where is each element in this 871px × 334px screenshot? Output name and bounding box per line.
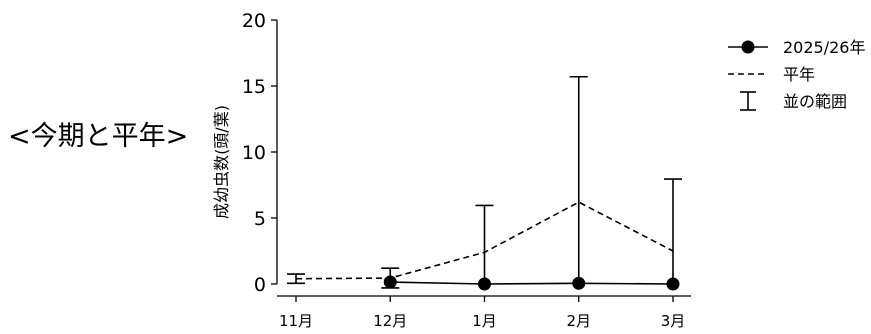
current-season-line: [390, 281, 674, 285]
y-tick-label: 0: [254, 274, 266, 296]
x-tick-label: 1月: [472, 312, 497, 330]
x-tick-label: 3月: [661, 312, 686, 330]
page-heading: <今期と平年>: [8, 121, 189, 152]
x-tick-label: 12月: [373, 312, 407, 330]
x-tick-label: 2月: [566, 312, 591, 330]
normal-year-line: [295, 201, 674, 280]
y-tick-label: 10: [242, 142, 266, 164]
current-season-point: [383, 275, 397, 289]
legend-label: 2025/26年: [783, 38, 865, 57]
range-bars: [287, 75, 682, 289]
y-tick-label: 5: [254, 208, 266, 230]
axes: 0 5 10 15 20 11月 12月 1月 2月 3月 成幼虫数(頭/葉): [212, 10, 691, 330]
legend-label: 平年: [783, 65, 815, 84]
current-season-point: [572, 276, 586, 290]
current-season-point: [666, 277, 680, 291]
current-season-point: [478, 277, 491, 291]
y-tick-label: 20: [242, 10, 266, 32]
y-tick-label: 15: [242, 76, 266, 98]
x-tick-label: 11月: [279, 312, 313, 330]
y-axis-label: 成幼虫数(頭/葉): [212, 105, 231, 219]
legend-label: 並の範囲: [783, 92, 847, 111]
series-markers: [383, 275, 680, 291]
series-lines: [295, 201, 674, 285]
legend-marker-current: [741, 40, 755, 54]
